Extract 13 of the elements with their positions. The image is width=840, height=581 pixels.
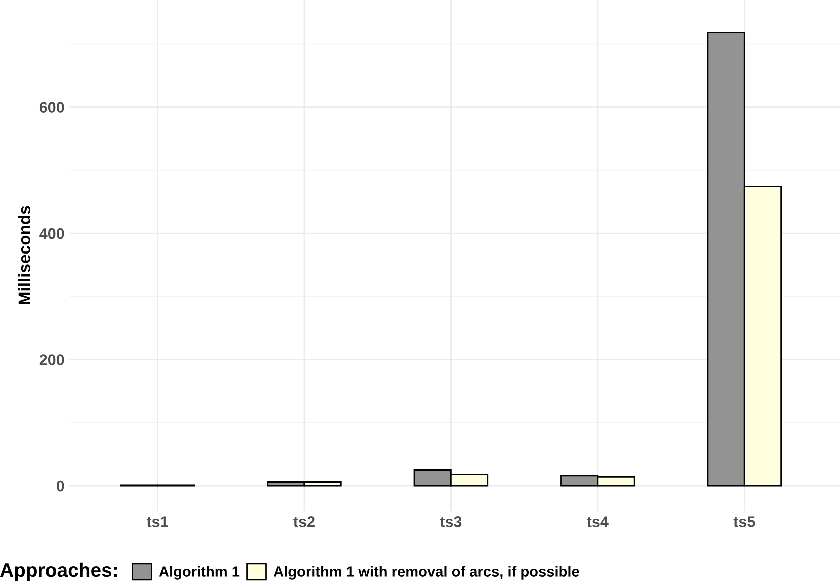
legend-label: Algorithm 1 with removal of arcs, if possible [274,566,580,580]
legend-label: Algorithm 1 [159,566,240,580]
legend-title: Approaches: [0,562,117,581]
x-tick-label: ts2 [294,516,315,528]
y-tick-label: 200 [40,354,64,366]
x-tick-label: ts3 [440,516,462,528]
x-tick-label: ts5 [734,516,756,528]
x-tick-label: ts1 [146,516,168,528]
y-tick-label: 0 [56,480,64,492]
x-tick-label: ts4 [587,516,609,528]
y-tick-label: 600 [40,102,64,113]
y-axis-title: Milliseconds [18,206,31,305]
y-tick-label: 400 [40,228,64,240]
